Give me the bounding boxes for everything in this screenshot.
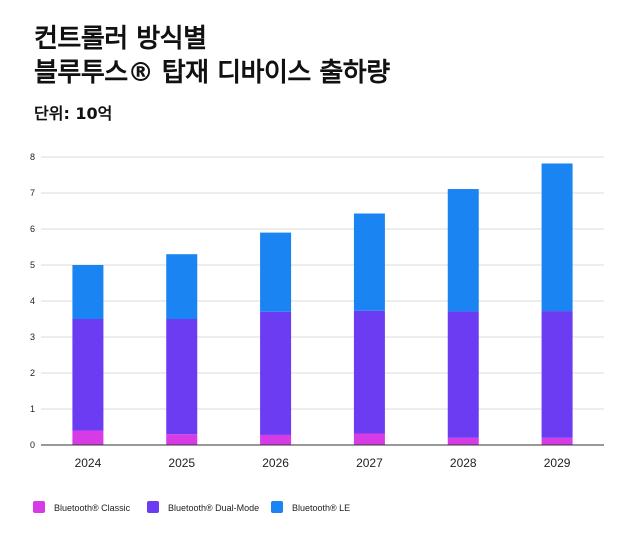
bar-segment xyxy=(72,319,104,431)
bar-segment xyxy=(353,310,385,434)
x-tick-label: 2024 xyxy=(75,456,102,470)
legend: Bluetooth® Classic Bluetooth® Dual-Mode Bl… xyxy=(33,501,350,513)
y-tick-label: 3 xyxy=(30,332,35,342)
bar-segment xyxy=(447,189,479,312)
axes: 0 1 2 3 4 5 6 7 8 2024 2025 2026 2027 2028 2029 xyxy=(30,152,604,470)
y-tick-label: 5 xyxy=(30,260,35,270)
legend-swatch xyxy=(147,501,159,513)
x-tick-label: 2025 xyxy=(168,456,195,470)
x-tick-label: 2028 xyxy=(450,456,477,470)
bar-segment xyxy=(541,163,573,312)
gridlines xyxy=(41,156,604,410)
bar-segment xyxy=(447,437,479,445)
chart-title: 컨트롤러 방식별 블루투스® 탑재 디바이스 출하량 xyxy=(34,22,390,90)
chart-title-line-2: 블루투스® 탑재 디바이스 출하량 xyxy=(34,58,390,88)
unit-label: 단위: 10억 xyxy=(34,104,113,123)
bar-segment xyxy=(166,434,198,445)
x-tick-label: 2027 xyxy=(356,456,383,470)
legend-label: Bluetooth® Dual-Mode xyxy=(168,503,259,513)
legend-swatch xyxy=(33,501,45,513)
legend-label: Bluetooth® LE xyxy=(292,503,350,513)
y-tick-label: 0 xyxy=(30,440,35,450)
bar-segment xyxy=(260,311,292,435)
bar-segment xyxy=(353,213,385,311)
bar-segment xyxy=(541,311,573,438)
bar-segment xyxy=(166,254,198,319)
chart-title-line-1: 컨트롤러 방식별 xyxy=(34,24,207,54)
bar-segment xyxy=(260,434,292,445)
x-tick-label: 2029 xyxy=(544,456,571,470)
y-tick-label: 2 xyxy=(30,368,35,378)
y-tick-label: 6 xyxy=(30,224,35,234)
y-tick-label: 4 xyxy=(30,296,35,306)
bar-segment xyxy=(72,430,104,445)
bar-segment xyxy=(166,319,198,435)
bars xyxy=(72,163,573,445)
y-tick-label: 7 xyxy=(30,188,35,198)
bar-segment xyxy=(541,437,573,445)
legend-label: Bluetooth® Classic xyxy=(54,503,131,513)
bar-segment xyxy=(353,433,385,445)
x-tick-label: 2026 xyxy=(262,456,289,470)
bar-segment xyxy=(72,265,104,319)
bar-segment xyxy=(447,311,479,438)
y-tick-label: 8 xyxy=(30,152,35,162)
bar-segment xyxy=(260,232,292,312)
y-tick-label: 1 xyxy=(30,404,35,414)
legend-swatch xyxy=(271,501,283,513)
